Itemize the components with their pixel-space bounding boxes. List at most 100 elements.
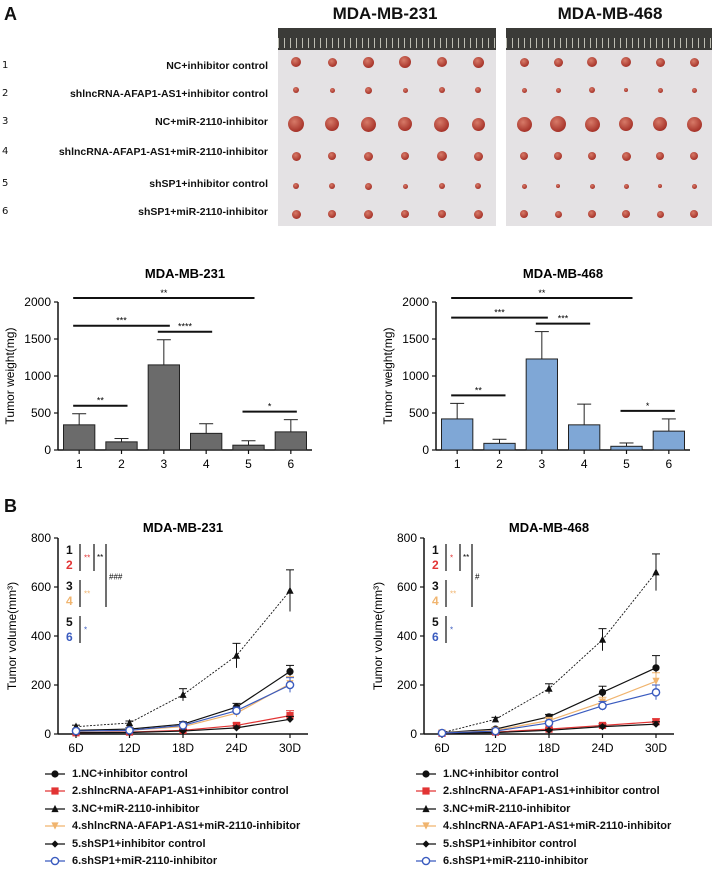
legend-right: 1.NC+inhibitor control 2.shlncRNA-AFAP1-A… xyxy=(415,765,671,870)
legend-symbol xyxy=(421,856,431,866)
y-tick-label: 200 xyxy=(31,678,51,692)
bar xyxy=(483,442,516,451)
sig-label: * xyxy=(450,626,453,635)
data-point xyxy=(491,715,500,723)
tumor-sample xyxy=(690,210,698,218)
data-point xyxy=(232,651,241,659)
x-tick-label: 12D xyxy=(118,741,140,755)
tumor-sample xyxy=(589,183,595,189)
y-tick-label: 1500 xyxy=(402,332,429,346)
legend-symbol xyxy=(50,856,60,866)
legend-marker xyxy=(45,856,65,866)
legend-label: 4.shlncRNA-AFAP1-AS1+miR-2110-inhibitor xyxy=(72,820,301,833)
legend-label: 5.shSP1+inhibitor control xyxy=(443,837,577,850)
tumor-sample xyxy=(589,87,595,93)
bar xyxy=(568,424,601,451)
x-tick-label: 6 xyxy=(665,457,672,471)
tumor-sample xyxy=(554,210,562,218)
tumor-sample xyxy=(472,56,484,68)
bar xyxy=(232,444,265,451)
y-tick-label: 1000 xyxy=(402,369,429,383)
x-tick-label: 30D xyxy=(279,741,301,755)
series-line xyxy=(75,590,291,728)
legend-label: 2.shlncRNA-AFAP1-AS1+inhibitor control xyxy=(72,785,289,798)
legend-label: 1.NC+inhibitor control xyxy=(443,767,559,780)
legend-symbol xyxy=(422,822,430,830)
data-point xyxy=(652,664,660,672)
group-row-number: 3 xyxy=(2,116,9,127)
tumor-sample xyxy=(521,87,527,93)
y-tick-label: 0 xyxy=(422,443,429,457)
legend-item: 3.NC+miR-2110-inhibitor xyxy=(44,800,300,818)
group-number: 6 xyxy=(66,630,73,644)
sig-label: * xyxy=(450,554,453,563)
legend-marker xyxy=(416,787,436,795)
x-tick-label: 3 xyxy=(538,457,545,471)
significance-label: * xyxy=(268,402,272,412)
legend-marker xyxy=(416,822,436,830)
data-point xyxy=(286,667,294,676)
tumor-sample xyxy=(587,57,597,67)
tumor-sample xyxy=(619,117,633,131)
group-row-number: 4 xyxy=(2,146,9,157)
y-axis-label: Tumor weight(mg) xyxy=(3,328,17,425)
group-row-label: NC+inhibitor control xyxy=(166,60,268,72)
legend-item: 4.shlncRNA-AFAP1-AS1+miR-2110-inhibitor xyxy=(415,818,671,836)
significance-label: *** xyxy=(494,308,505,318)
y-axis-label: Tumor volume(mm³) xyxy=(371,582,385,690)
y-tick-label: 600 xyxy=(397,580,417,594)
tumor-sample xyxy=(471,117,485,131)
group-number: 1 xyxy=(432,543,439,557)
legend-label: 6.shSP1+miR-2110-inhibitor xyxy=(72,855,218,868)
group-number: 4 xyxy=(66,594,73,608)
group-row-number: 2 xyxy=(2,88,9,99)
x-tick-label: 5 xyxy=(623,457,630,471)
tumor-sample xyxy=(588,210,596,218)
data-point xyxy=(285,680,295,690)
ruler xyxy=(506,28,712,50)
significance-label: ** xyxy=(475,385,483,395)
data-point xyxy=(232,724,241,732)
group-row-label: shlncRNA-AFAP1-AS1+miR-2110-inhibitor xyxy=(58,146,268,158)
chart-title: MDA-MB-468 xyxy=(509,520,589,535)
tumor-sample xyxy=(401,210,410,218)
group-number: 3 xyxy=(432,579,439,593)
tumor-sample xyxy=(516,116,532,132)
legend-left: 1.NC+inhibitor control 2.shlncRNA-AFAP1-A… xyxy=(44,765,300,870)
x-tick-label: 12D xyxy=(484,741,506,755)
tumor-sample xyxy=(521,183,527,189)
tumor-sample xyxy=(520,210,528,218)
bar xyxy=(63,424,96,451)
tumor-sample xyxy=(288,116,304,132)
legend-marker xyxy=(45,804,65,812)
y-tick-label: 400 xyxy=(31,629,51,643)
tumor-sample xyxy=(402,183,408,189)
data-point xyxy=(286,712,294,720)
x-tick-label: 6D xyxy=(68,741,84,755)
data-point xyxy=(71,726,81,736)
tumor-sample xyxy=(434,116,450,132)
significance-label: ** xyxy=(538,288,546,298)
line-chart-mdamb231: MDA-MB-231 Tumor volume(mm³) 0 200 400 600 800… xyxy=(5,520,308,755)
data-point xyxy=(545,726,553,734)
legend-label: 3.NC+miR-2110-inhibitor xyxy=(443,802,571,815)
legend-item: 1.NC+inhibitor control xyxy=(44,765,300,783)
legend-item: 2.shlncRNA-AFAP1-AS1+inhibitor control xyxy=(44,783,300,801)
panel-a-label: A xyxy=(4,4,17,24)
y-tick-label: 1500 xyxy=(24,332,51,346)
tumor-sample xyxy=(657,87,663,93)
legend-label: 4.shlncRNA-AFAP1-AS1+miR-2110-inhibitor xyxy=(443,820,672,833)
tumor-sample xyxy=(624,88,628,92)
tumor-sample xyxy=(555,87,561,93)
x-tick-label: 4 xyxy=(581,457,588,471)
tumor-sample xyxy=(399,56,412,68)
bar xyxy=(525,358,558,451)
tumor-sample xyxy=(291,151,301,161)
group-row-label: shSP1+inhibitor control xyxy=(149,178,268,190)
tumor-sample xyxy=(690,152,698,160)
legend-marker xyxy=(416,840,436,848)
y-tick-label: 0 xyxy=(44,727,51,741)
tumor-sample xyxy=(520,152,528,160)
tumor-sample xyxy=(623,183,629,189)
legend-label: 2.shlncRNA-AFAP1-AS1+inhibitor control xyxy=(443,785,660,798)
